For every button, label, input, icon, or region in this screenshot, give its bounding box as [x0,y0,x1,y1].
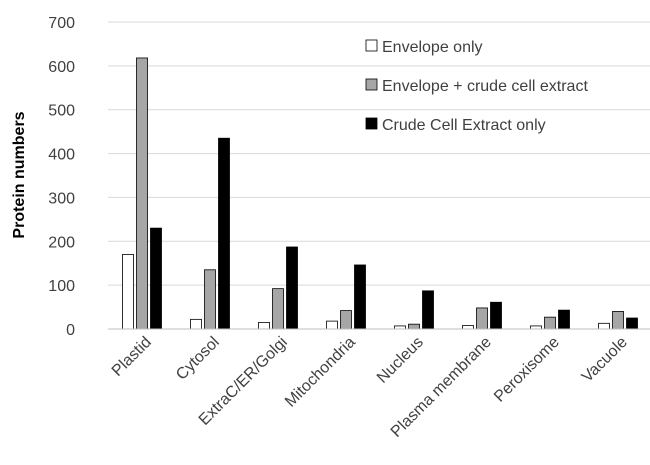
bar [612,311,624,330]
bar [462,325,474,330]
x-tick-label: Mitochondria [282,334,359,411]
legend-label: Envelope only [382,39,483,56]
bar [150,227,162,330]
bar [286,246,298,330]
y-tick-label: 0 [66,322,75,339]
x-tick-label: Vacuole [579,334,631,386]
y-axis-label: Protein numbers [11,111,28,238]
bar [258,322,270,330]
legend-swatch [365,39,378,52]
legend-label: Envelope + crude cell extract [382,78,588,95]
bar [122,254,134,330]
bars [122,57,638,330]
bar [490,301,502,330]
legend-label: Crude Cell Extract only [382,117,546,134]
y-tick-label: 100 [48,278,75,295]
x-axis-ticks: Plastid CytosolExtraC/ER/GolgiMitochondri… [109,334,631,441]
x-tick-label: Plastid [109,334,155,380]
y-axis-ticks: 0 100 200 300 400 500 600 700 [48,15,75,339]
y-tick-label: 600 [48,59,75,76]
y-tick-label: 700 [48,15,75,32]
bar [326,320,338,330]
bar [422,290,434,330]
bar [558,309,570,330]
bar [218,137,230,330]
legend: Envelope only Envelope + crude cell extra… [365,39,588,134]
bar [476,307,488,330]
bar [354,264,366,330]
bar [272,288,284,330]
bar [598,322,610,330]
x-tick-label: Peroxisome [491,334,563,406]
bar [544,316,556,330]
legend-swatch [365,117,378,130]
bar [408,323,420,330]
y-tick-label: 400 [48,147,75,164]
y-tick-label: 200 [48,234,75,251]
y-tick-label: 300 [48,190,75,207]
x-tick-label: Nucleus [374,334,427,387]
bar [626,317,638,330]
bar [190,318,202,330]
y-tick-label: 500 [48,103,75,120]
bar [136,57,148,330]
bar [340,310,352,330]
x-tick-label: Cytosol [173,334,223,384]
bar [204,269,216,330]
legend-swatch [365,78,378,91]
gridlines [108,21,650,286]
